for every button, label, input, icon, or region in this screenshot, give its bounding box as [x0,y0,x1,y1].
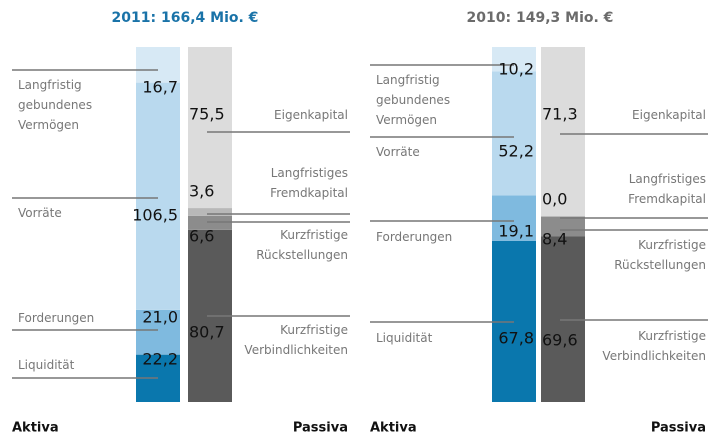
segment [492,47,536,72]
segment-name: Kurzfristige Rückstellungen [256,228,348,262]
value-label: 52,2 [498,142,534,161]
value-label: 106,5 [132,206,178,225]
segment-name: Liquidität [376,331,433,345]
segment-name: Langfristig gebundenes Vermögen [376,73,450,127]
value-label: 16,7 [142,78,178,97]
panel-title: 2010: 149,3 Mio. € [467,10,614,26]
value-label: 19,1 [498,222,534,241]
segment [492,71,536,196]
segment-name: Forderungen [376,230,452,244]
value-label: 69,6 [542,331,578,350]
value-label: 80,7 [189,323,225,342]
segment-name: Kurzfristige Verbindlichkeiten [602,329,706,363]
segment-name: Forderungen [18,311,94,325]
segment-name: Eigenkapital [632,108,706,122]
value-label: 75,5 [189,105,225,124]
segment-name: Kurzfristige Verbindlichkeiten [244,323,348,357]
segment [188,215,232,230]
segment-name: Vorräte [18,206,62,220]
segment [188,208,232,216]
segment [541,216,585,237]
value-label: 8,4 [542,230,567,249]
segment-name: Langfristig gebundenes Vermögen [18,78,92,132]
segment-name: Eigenkapital [274,108,348,122]
segment-name: Langfristiges Fremdkapital [270,166,348,200]
segment-name: Langfristiges Fremdkapital [628,172,706,206]
panel-title: 2011: 166,4 Mio. € [112,10,259,26]
value-label: 67,8 [498,329,534,348]
segment [541,47,585,217]
stack-label: Aktiva [370,421,417,436]
segment [136,82,180,310]
value-label: 3,6 [189,182,214,201]
stack-label: Passiva [651,421,706,436]
segment-name: Vorräte [376,145,420,159]
segment-name: Liquidität [18,358,75,372]
value-label: 22,2 [142,350,178,369]
segment [136,47,180,83]
value-label: 6,6 [189,227,214,246]
value-label: 10,2 [498,60,534,79]
stack-label: Passiva [293,421,348,436]
segment [136,309,180,355]
value-label: 21,0 [142,308,178,327]
segment-name: Kurzfristige Rückstellungen [614,238,706,272]
segment [492,195,536,241]
value-label: 0,0 [542,190,567,209]
value-label: 71,3 [542,105,578,124]
stack-label: Aktiva [12,421,59,436]
segment [188,47,232,209]
